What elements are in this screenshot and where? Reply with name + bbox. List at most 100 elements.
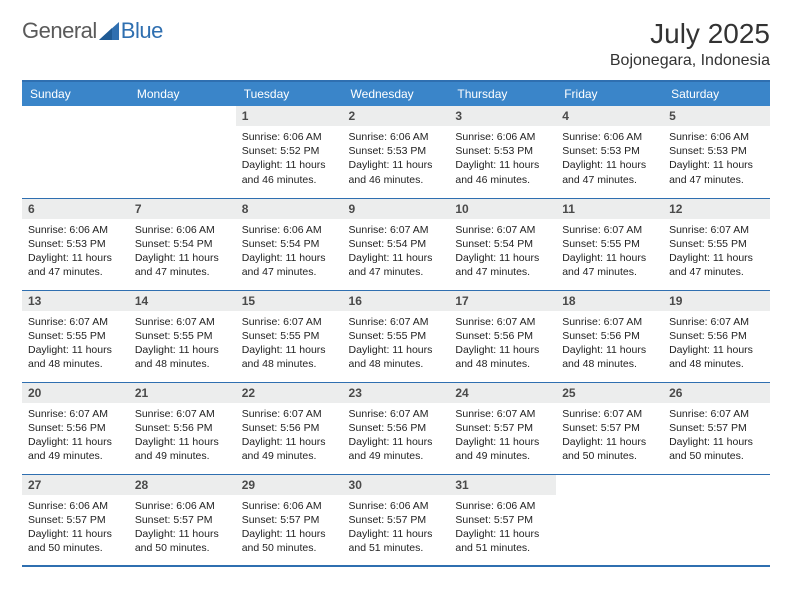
daylight-line: Daylight: 11 hours and 47 minutes. <box>562 158 657 186</box>
sunrise-line: Sunrise: 6:07 AM <box>242 407 337 421</box>
sunrise-line: Sunrise: 6:06 AM <box>349 499 444 513</box>
daylight-line: Daylight: 11 hours and 49 minutes. <box>455 435 550 463</box>
calendar-cell: 11 Sunrise: 6:07 AMSunset: 5:55 PMDayligh… <box>556 198 663 290</box>
daylight-line: Daylight: 11 hours and 48 minutes. <box>349 343 444 371</box>
sunset-line: Sunset: 5:56 PM <box>28 421 123 435</box>
day-number: 11 <box>556 199 663 219</box>
day-number: 24 <box>449 383 556 403</box>
sunrise-line: Sunrise: 6:07 AM <box>562 223 657 237</box>
day-details: Sunrise: 6:06 AMSunset: 5:57 PMDaylight:… <box>22 495 129 562</box>
calendar-cell: 6Sunrise: 6:06 AMSunset: 5:53 PMDaylight… <box>22 198 129 290</box>
sunrise-line: Sunrise: 6:07 AM <box>455 223 550 237</box>
day-details: Sunrise: 6:07 AMSunset: 5:56 PMDaylight:… <box>22 403 129 470</box>
sunrise-line: Sunrise: 6:06 AM <box>135 499 230 513</box>
daylight-line: Daylight: 11 hours and 50 minutes. <box>28 527 123 555</box>
calendar-cell: 29Sunrise: 6:06 AMSunset: 5:57 PMDayligh… <box>236 474 343 566</box>
day-number: 17 <box>449 291 556 311</box>
sunset-line: Sunset: 5:55 PM <box>135 329 230 343</box>
calendar-cell: 3Sunrise: 6:06 AMSunset: 5:53 PMDaylight… <box>449 106 556 198</box>
calendar-row: 27Sunrise: 6:06 AMSunset: 5:57 PMDayligh… <box>22 474 770 566</box>
sunrise-line: Sunrise: 6:06 AM <box>349 130 444 144</box>
sunset-line: Sunset: 5:54 PM <box>349 237 444 251</box>
calendar-cell: 19Sunrise: 6:07 AMSunset: 5:56 PMDayligh… <box>663 290 770 382</box>
day-number: 9 <box>343 199 450 219</box>
day-number: 22 <box>236 383 343 403</box>
day-number: 23 <box>343 383 450 403</box>
day-details: Sunrise: 6:06 AMSunset: 5:53 PMDaylight:… <box>22 219 129 286</box>
day-number: 14 <box>129 291 236 311</box>
calendar-cell: 21Sunrise: 6:07 AMSunset: 5:56 PMDayligh… <box>129 382 236 474</box>
day-details: Sunrise: 6:07 AMSunset: 5:57 PMDaylight:… <box>663 403 770 470</box>
daylight-line: Daylight: 11 hours and 47 minutes. <box>669 251 764 279</box>
day-number: 4 <box>556 106 663 126</box>
daylight-line: Daylight: 11 hours and 47 minutes. <box>455 251 550 279</box>
day-number: 3 <box>449 106 556 126</box>
daylight-line: Daylight: 11 hours and 48 minutes. <box>28 343 123 371</box>
sunrise-line: Sunrise: 6:06 AM <box>242 130 337 144</box>
daylight-line: Daylight: 11 hours and 47 minutes. <box>562 251 657 279</box>
calendar-cell: 12Sunrise: 6:07 AMSunset: 5:55 PMDayligh… <box>663 198 770 290</box>
sunset-line: Sunset: 5:57 PM <box>455 513 550 527</box>
calendar-cell: 8Sunrise: 6:06 AMSunset: 5:54 PMDaylight… <box>236 198 343 290</box>
daylight-line: Daylight: 11 hours and 46 minutes. <box>242 158 337 186</box>
day-details: Sunrise: 6:07 AMSunset: 5:56 PMDaylight:… <box>129 403 236 470</box>
sunset-line: Sunset: 5:54 PM <box>135 237 230 251</box>
sunset-line: Sunset: 5:56 PM <box>455 329 550 343</box>
day-number: 16 <box>343 291 450 311</box>
day-number: 10 <box>449 199 556 219</box>
day-details: Sunrise: 6:07 AMSunset: 5:57 PMDaylight:… <box>449 403 556 470</box>
sunset-line: Sunset: 5:53 PM <box>349 144 444 158</box>
calendar-cell: 14Sunrise: 6:07 AMSunset: 5:55 PMDayligh… <box>129 290 236 382</box>
day-number: 19 <box>663 291 770 311</box>
calendar-body: 1Sunrise: 6:06 AMSunset: 5:52 PMDaylight… <box>22 106 770 566</box>
day-number: 12 <box>663 199 770 219</box>
daylight-line: Daylight: 11 hours and 50 minutes. <box>669 435 764 463</box>
day-details: Sunrise: 6:06 AMSunset: 5:53 PMDaylight:… <box>343 126 450 193</box>
sunset-line: Sunset: 5:56 PM <box>562 329 657 343</box>
sunrise-line: Sunrise: 6:06 AM <box>28 499 123 513</box>
day-number: 27 <box>22 475 129 495</box>
page-header: General Blue July 2025 Bojonegara, Indon… <box>22 18 770 70</box>
brand-word2: Blue <box>121 18 163 44</box>
daylight-line: Daylight: 11 hours and 48 minutes. <box>135 343 230 371</box>
sunrise-line: Sunrise: 6:06 AM <box>135 223 230 237</box>
sunset-line: Sunset: 5:52 PM <box>242 144 337 158</box>
day-details: Sunrise: 6:07 AMSunset: 5:55 PMDaylight:… <box>129 311 236 378</box>
sunset-line: Sunset: 5:53 PM <box>28 237 123 251</box>
calendar-cell: 17Sunrise: 6:07 AMSunset: 5:56 PMDayligh… <box>449 290 556 382</box>
calendar-row: 20Sunrise: 6:07 AMSunset: 5:56 PMDayligh… <box>22 382 770 474</box>
sunset-line: Sunset: 5:56 PM <box>135 421 230 435</box>
sunrise-line: Sunrise: 6:06 AM <box>562 130 657 144</box>
sunset-line: Sunset: 5:54 PM <box>455 237 550 251</box>
weekday-header: Monday <box>129 81 236 106</box>
day-details: Sunrise: 6:07 AMSunset: 5:56 PMDaylight:… <box>449 311 556 378</box>
calendar-cell <box>129 106 236 198</box>
calendar-cell: 4Sunrise: 6:06 AMSunset: 5:53 PMDaylight… <box>556 106 663 198</box>
day-details: Sunrise: 6:06 AMSunset: 5:57 PMDaylight:… <box>236 495 343 562</box>
brand-word1: General <box>22 18 97 44</box>
sunrise-line: Sunrise: 6:07 AM <box>562 315 657 329</box>
day-details: Sunrise: 6:07 AMSunset: 5:56 PMDaylight:… <box>556 311 663 378</box>
day-details: Sunrise: 6:07 AMSunset: 5:57 PMDaylight:… <box>556 403 663 470</box>
sunset-line: Sunset: 5:55 PM <box>28 329 123 343</box>
day-details: Sunrise: 6:06 AMSunset: 5:54 PMDaylight:… <box>129 219 236 286</box>
sunrise-line: Sunrise: 6:06 AM <box>455 499 550 513</box>
month-title: July 2025 <box>610 18 770 50</box>
sunrise-line: Sunrise: 6:06 AM <box>242 499 337 513</box>
sunset-line: Sunset: 5:55 PM <box>669 237 764 251</box>
day-number: 2 <box>343 106 450 126</box>
sunset-line: Sunset: 5:55 PM <box>562 237 657 251</box>
calendar-cell: 22Sunrise: 6:07 AMSunset: 5:56 PMDayligh… <box>236 382 343 474</box>
brand-logo: General Blue <box>22 18 163 44</box>
day-number: 28 <box>129 475 236 495</box>
day-number: 8 <box>236 199 343 219</box>
day-details: Sunrise: 6:06 AMSunset: 5:52 PMDaylight:… <box>236 126 343 193</box>
day-details: Sunrise: 6:07 AMSunset: 5:55 PMDaylight:… <box>663 219 770 286</box>
daylight-line: Daylight: 11 hours and 48 minutes. <box>669 343 764 371</box>
sunrise-line: Sunrise: 6:07 AM <box>455 407 550 421</box>
sunset-line: Sunset: 5:57 PM <box>242 513 337 527</box>
day-number: 20 <box>22 383 129 403</box>
day-details: Sunrise: 6:06 AMSunset: 5:54 PMDaylight:… <box>236 219 343 286</box>
weekday-header: Sunday <box>22 81 129 106</box>
sunrise-line: Sunrise: 6:07 AM <box>455 315 550 329</box>
